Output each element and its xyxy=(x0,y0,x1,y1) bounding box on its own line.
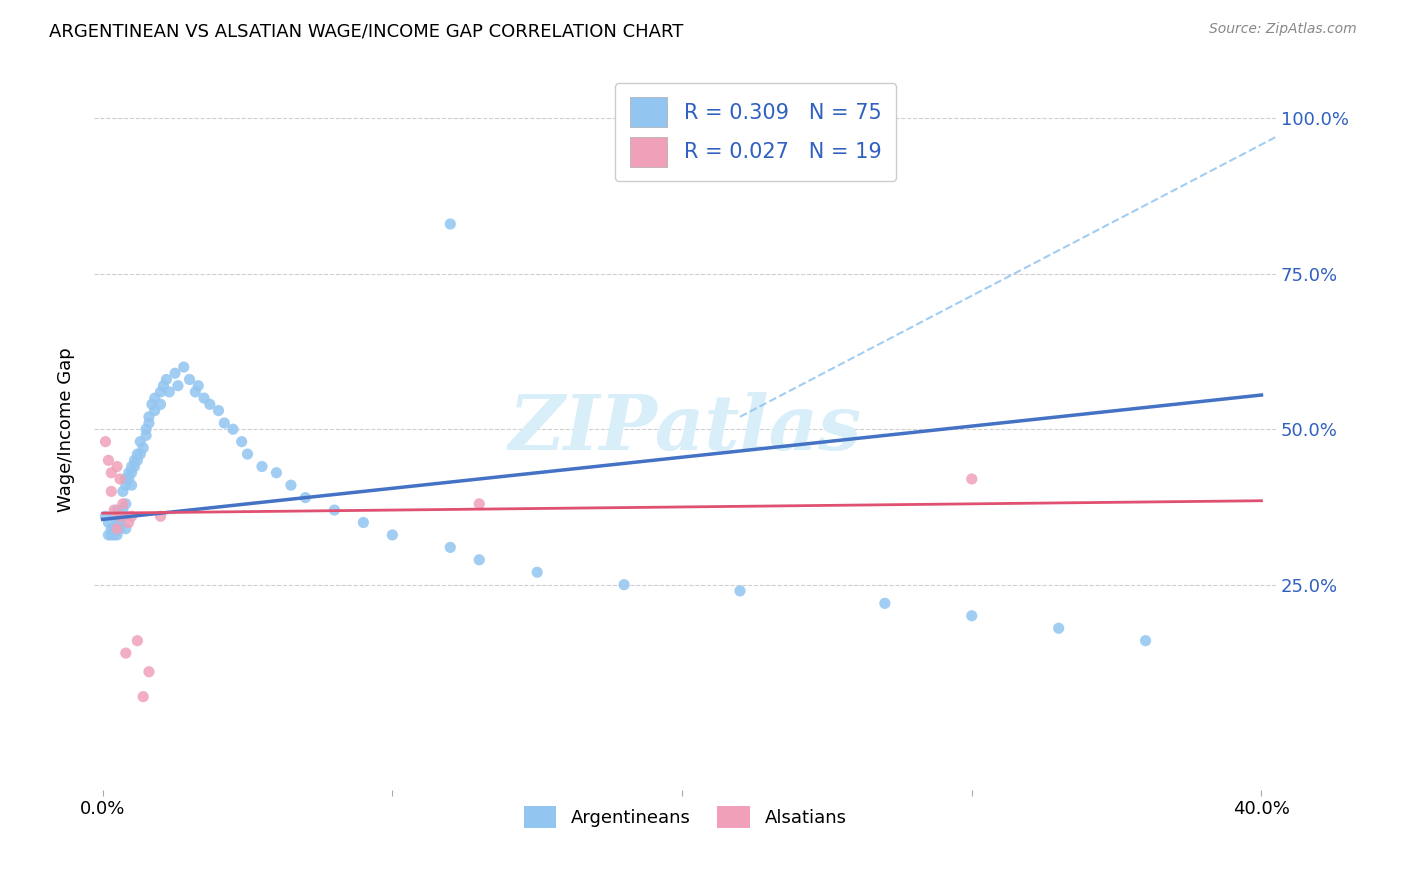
Point xyxy=(105,516,128,530)
Point xyxy=(105,522,128,536)
Point xyxy=(111,497,134,511)
Point xyxy=(222,422,245,436)
Point xyxy=(100,466,122,480)
Point xyxy=(179,372,201,386)
Point xyxy=(135,428,157,442)
Point xyxy=(108,472,131,486)
Point xyxy=(143,391,166,405)
Point xyxy=(114,478,136,492)
Point xyxy=(173,359,195,374)
Point xyxy=(105,528,128,542)
Point xyxy=(613,577,636,591)
Point xyxy=(118,516,141,530)
Point xyxy=(526,566,548,580)
Point xyxy=(121,459,143,474)
Point xyxy=(157,384,180,399)
Point xyxy=(127,447,149,461)
Point xyxy=(121,509,143,524)
Point xyxy=(135,422,157,436)
Point xyxy=(468,553,491,567)
Text: ZIPatlas: ZIPatlas xyxy=(509,392,862,467)
Point xyxy=(100,522,122,536)
Point xyxy=(960,608,983,623)
Point xyxy=(231,434,253,449)
Point xyxy=(149,397,172,411)
Point xyxy=(143,403,166,417)
Text: Source: ZipAtlas.com: Source: ZipAtlas.com xyxy=(1209,22,1357,37)
Point xyxy=(132,441,155,455)
Point xyxy=(94,434,117,449)
Point xyxy=(873,596,896,610)
Point xyxy=(138,409,160,424)
Point xyxy=(198,397,221,411)
Point xyxy=(149,384,172,399)
Y-axis label: Wage/Income Gap: Wage/Income Gap xyxy=(58,347,75,512)
Point xyxy=(103,503,125,517)
Point xyxy=(108,516,131,530)
Point xyxy=(108,509,131,524)
Point xyxy=(439,541,461,555)
Point xyxy=(352,516,374,530)
Point xyxy=(266,466,288,480)
Point xyxy=(187,378,209,392)
Point xyxy=(114,472,136,486)
Point xyxy=(118,472,141,486)
Point xyxy=(114,646,136,660)
Point xyxy=(103,522,125,536)
Point xyxy=(381,528,404,542)
Point xyxy=(124,453,146,467)
Point xyxy=(236,447,259,461)
Point xyxy=(207,403,229,417)
Point xyxy=(280,478,302,492)
Point xyxy=(121,478,143,492)
Point xyxy=(728,583,751,598)
Point xyxy=(141,397,163,411)
Point xyxy=(114,497,136,511)
Point xyxy=(127,633,149,648)
Point xyxy=(155,372,177,386)
Point xyxy=(1047,621,1070,635)
Point xyxy=(121,466,143,480)
Point xyxy=(108,522,131,536)
Point xyxy=(167,378,190,392)
Point xyxy=(108,509,131,524)
Point xyxy=(439,217,461,231)
Point xyxy=(1135,633,1157,648)
Point xyxy=(111,509,134,524)
Point xyxy=(132,690,155,704)
Point xyxy=(129,434,152,449)
Point xyxy=(138,665,160,679)
Point xyxy=(97,516,120,530)
Point xyxy=(103,509,125,524)
Point xyxy=(111,484,134,499)
Point xyxy=(97,528,120,542)
Point xyxy=(468,497,491,511)
Point xyxy=(165,366,187,380)
Point xyxy=(214,416,236,430)
Point xyxy=(94,509,117,524)
Point xyxy=(114,522,136,536)
Legend: Argentineans, Alsatians: Argentineans, Alsatians xyxy=(516,798,853,835)
Point xyxy=(103,528,125,542)
Point xyxy=(138,416,160,430)
Point xyxy=(960,472,983,486)
Point xyxy=(100,528,122,542)
Point xyxy=(323,503,346,517)
Point xyxy=(294,491,316,505)
Point xyxy=(193,391,215,405)
Point xyxy=(184,384,207,399)
Point xyxy=(127,453,149,467)
Point xyxy=(100,484,122,499)
Text: ARGENTINEAN VS ALSATIAN WAGE/INCOME GAP CORRELATION CHART: ARGENTINEAN VS ALSATIAN WAGE/INCOME GAP … xyxy=(49,22,683,40)
Point xyxy=(250,459,273,474)
Point xyxy=(97,453,120,467)
Point xyxy=(105,459,128,474)
Point xyxy=(152,378,174,392)
Point xyxy=(124,459,146,474)
Point xyxy=(118,466,141,480)
Point xyxy=(149,509,172,524)
Point xyxy=(105,503,128,517)
Point xyxy=(111,503,134,517)
Point xyxy=(129,447,152,461)
